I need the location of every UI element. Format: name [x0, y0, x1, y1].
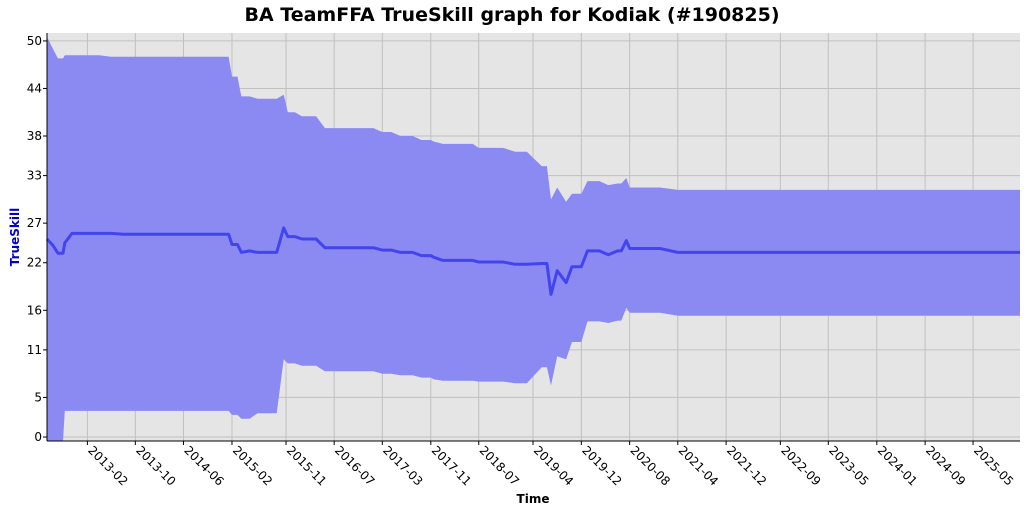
- y-tick-label: 22: [27, 256, 42, 270]
- y-tick-label: 27: [27, 216, 42, 230]
- x-tick-label: 2021-04: [676, 443, 721, 488]
- chart-title: BA TeamFFA TrueSkill graph for Kodiak (#…: [244, 4, 780, 26]
- y-tick-label: 33: [27, 169, 42, 183]
- x-tick-label: 2015-02: [230, 443, 275, 488]
- y-tick-label: 16: [27, 303, 42, 317]
- x-tick-label: 2019-12: [579, 443, 624, 488]
- x-tick-label: 2013-10: [133, 443, 178, 488]
- x-axis-label: Time: [517, 492, 550, 506]
- x-tick-label: 2024-01: [875, 443, 920, 488]
- x-tick-label: 2015-11: [284, 443, 329, 488]
- y-tick-label: 50: [27, 34, 42, 48]
- y-tick-label: 0: [34, 430, 42, 444]
- x-tick-label: 2022-09: [778, 443, 823, 488]
- x-tick-label: 2020-08: [628, 443, 673, 488]
- x-tick-label: 2021-12: [724, 443, 769, 488]
- y-tick-label: 11: [27, 343, 42, 357]
- y-tick-label: 5: [34, 390, 42, 404]
- y-tick-label: 44: [27, 81, 42, 95]
- x-tick-label: 2017-11: [429, 443, 474, 488]
- x-tick-label: 2019-04: [531, 443, 576, 488]
- trueskill-mean-line: [45, 226, 1020, 296]
- y-tick-label: 38: [27, 129, 42, 143]
- x-tick-label: 2024-09: [923, 443, 968, 488]
- y-axis-label: TrueSkill: [8, 208, 22, 266]
- x-tick-label: 2023-05: [826, 443, 871, 488]
- x-tick-label: 2025-05: [971, 443, 1016, 488]
- uncertainty-band: [47, 37, 1020, 441]
- x-tick-label: 2014-06: [181, 443, 226, 488]
- y-axis-ticks: 0 5 11 16 22 27 33 38 44 50: [27, 34, 47, 444]
- x-axis-ticks: 2013-02 2013-10 2014-06 2015-02 2015-11 2016-…: [85, 441, 1016, 489]
- x-tick-label: 2016-07: [332, 443, 377, 488]
- x-tick-label: 2017-03: [380, 443, 425, 488]
- x-tick-label: 2018-07: [477, 443, 522, 488]
- x-tick-label: 2013-02: [85, 443, 130, 488]
